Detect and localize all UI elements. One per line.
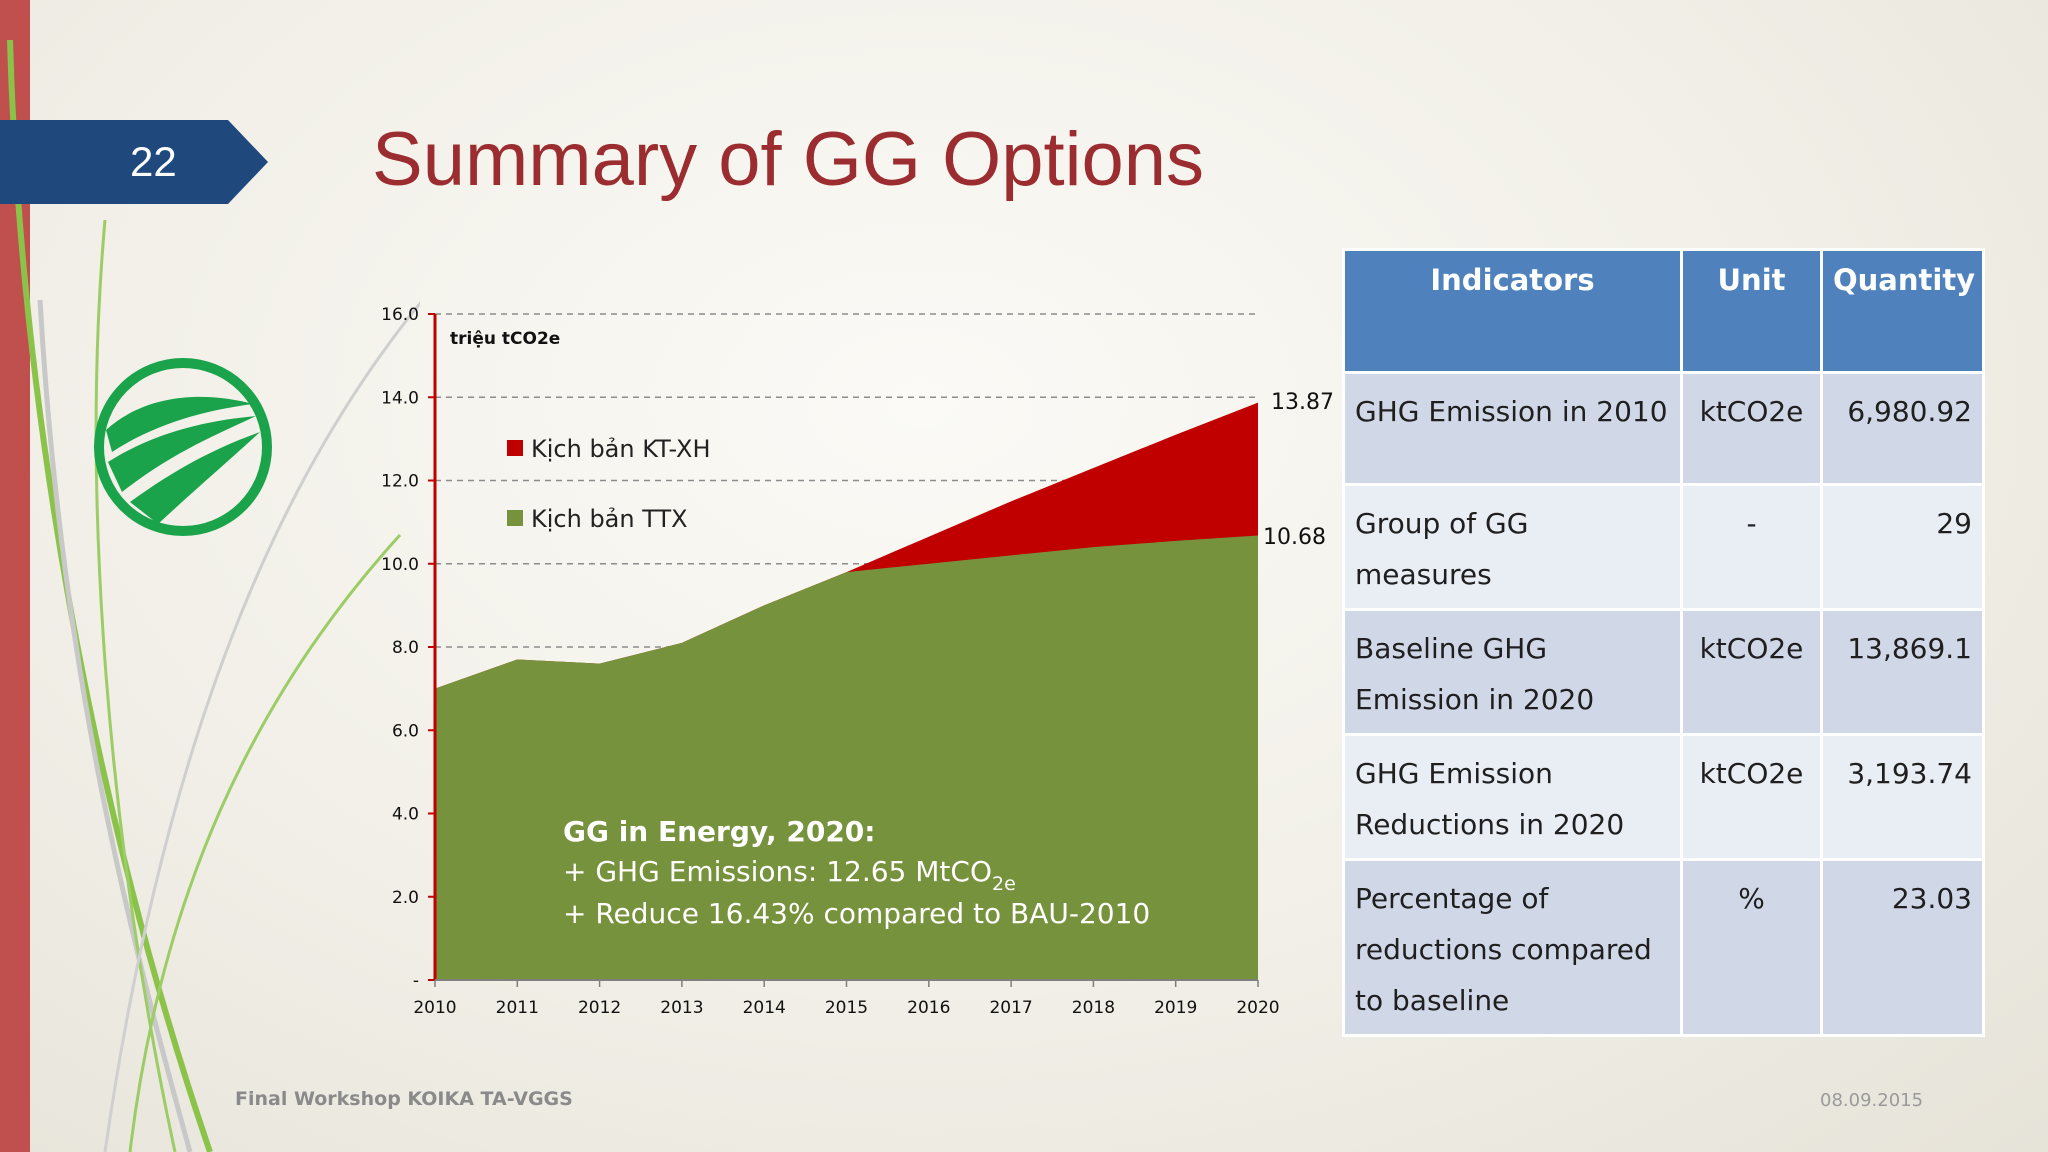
table-row: Baseline GHG Emission in 2020 ktCO2e 13,… <box>1342 608 1985 736</box>
slide-number: 22 <box>130 138 177 185</box>
y-tick-label: 12.0 <box>381 472 419 492</box>
table-row: GHG Emission Reductions in 2020 ktCO2e 3… <box>1342 733 1985 861</box>
header-unit: Unit <box>1680 248 1823 374</box>
header-indicators: Indicators <box>1342 248 1683 374</box>
x-tick-label: 2019 <box>1154 998 1197 1018</box>
cell-quantity: 29 <box>1820 483 1985 611</box>
cell-indicator: GHG Emission in 2010 <box>1342 371 1683 486</box>
x-tick-label: 2012 <box>578 998 621 1018</box>
table-row: Percentage of reductions compared to bas… <box>1342 858 1985 1037</box>
cell-unit: ktCO2e <box>1680 608 1823 736</box>
cell-unit: ktCO2e <box>1680 371 1823 486</box>
annotation-heading: GG in Energy, 2020: <box>563 815 875 848</box>
y-tick-label: 16.0 <box>381 305 419 325</box>
green-growth-logo-icon <box>94 358 272 536</box>
cell-quantity: 3,193.74 <box>1820 733 1985 861</box>
cell-unit: ktCO2e <box>1680 733 1823 861</box>
cell-unit: % <box>1680 858 1823 1037</box>
cell-indicator: GHG Emission Reductions in 2020 <box>1342 733 1683 861</box>
cell-indicator: Baseline GHG Emission in 2020 <box>1342 608 1683 736</box>
x-tick-label: 2013 <box>660 998 703 1018</box>
annotation-line-2: + Reduce 16.43% compared to BAU-2010 <box>563 897 1150 930</box>
y-tick-label: 14.0 <box>381 388 419 408</box>
y-tick-label: 2.0 <box>392 888 419 908</box>
cell-unit: - <box>1680 483 1823 611</box>
slide-number-badge <box>0 120 268 204</box>
x-tick-label: 2018 <box>1072 998 1115 1018</box>
emissions-area-chart: - 2.0 4.0 6.0 8.0 10.0 12.0 14.0 16.0 2010 2011 20… <box>381 305 1334 1018</box>
end-label-ttx: 10.68 <box>1263 525 1326 550</box>
x-tick-label: 2011 <box>496 998 539 1018</box>
legend-swatch-ktxh <box>507 440 523 456</box>
x-tick-label: 2010 <box>413 998 456 1018</box>
cell-quantity: 13,869.1 <box>1820 608 1985 736</box>
y-axis-unit-label: triệu tCO2e <box>450 329 560 349</box>
footer-workshop-name: Final Workshop KOIKA TA-VGGS <box>235 1088 573 1110</box>
x-tick-label: 2015 <box>825 998 868 1018</box>
y-tick-label: - <box>413 971 419 991</box>
annotation-line-1: + GHG Emissions: 12.65 MtCO2e <box>563 855 1016 895</box>
legend-swatch-ttx <box>507 510 523 526</box>
cell-indicator: Percentage of reductions compared to bas… <box>1342 858 1683 1037</box>
y-tick-label: 4.0 <box>392 805 419 825</box>
cell-quantity: 23.03 <box>1820 858 1985 1037</box>
legend-label-ttx: Kịch bản TTX <box>531 505 688 533</box>
header-quantity: Quantity <box>1820 248 1985 374</box>
y-tick-label: 6.0 <box>392 721 419 741</box>
slide-title: Summary of GG Options <box>372 117 1205 202</box>
cell-indicator: Group of GG measures <box>1342 483 1683 611</box>
area-ttx <box>435 535 1258 980</box>
cell-quantity: 6,980.92 <box>1820 371 1985 486</box>
y-tick-label: 10.0 <box>381 555 419 575</box>
footer-date: 08.09.2015 <box>1820 1090 1924 1111</box>
table-row: Group of GG measures - 29 <box>1342 483 1985 611</box>
y-tick-label: 8.0 <box>392 638 419 658</box>
x-tick-label: 2014 <box>743 998 786 1018</box>
table-header-row: Indicators Unit Quantity <box>1342 248 1985 374</box>
end-label-ktxh: 13.87 <box>1271 390 1334 415</box>
x-tick-label: 2016 <box>907 998 950 1018</box>
table-row: GHG Emission in 2010 ktCO2e 6,980.92 <box>1342 371 1985 486</box>
indicators-table: Indicators Unit Quantity GHG Emission in… <box>1342 248 1985 1037</box>
x-tick-label: 2020 <box>1236 998 1279 1018</box>
x-tick-label: 2017 <box>989 998 1032 1018</box>
legend-label-ktxh: Kịch bản KT-XH <box>531 435 711 463</box>
